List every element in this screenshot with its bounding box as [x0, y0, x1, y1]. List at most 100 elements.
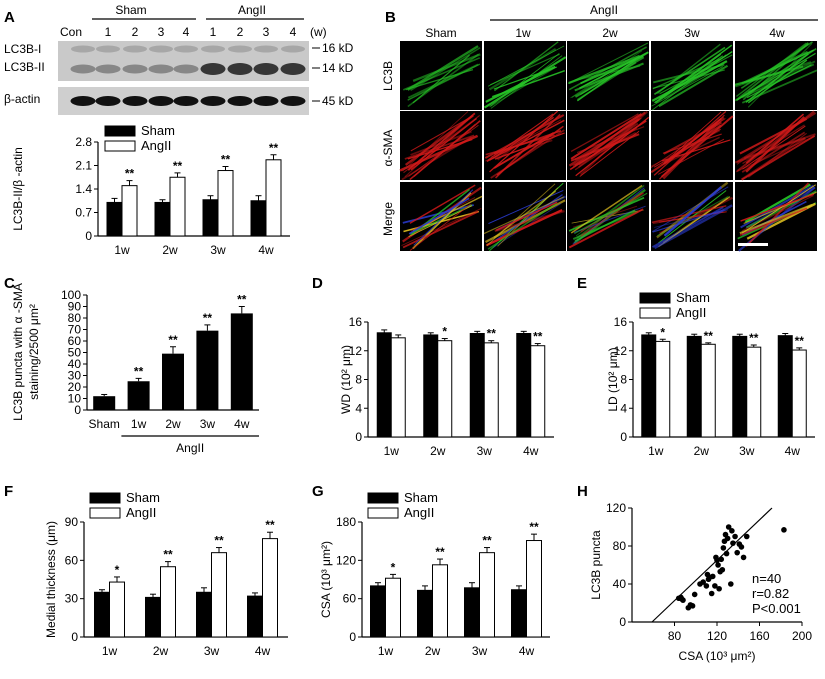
fiber-stroke: [735, 135, 815, 173]
legend-label: AngII: [676, 305, 706, 320]
stat-label: n=40: [752, 571, 781, 586]
band-lc3b-i: [149, 45, 173, 53]
fiber-stroke: [651, 186, 729, 233]
kd-45-label: 45 kD: [322, 94, 354, 108]
band-lc3b-ii: [173, 64, 199, 74]
scatter-point: [700, 579, 706, 585]
y-axis-label: LC3B puncta with α -SMA: [11, 283, 25, 421]
angii-bar: [791, 349, 807, 438]
angii-bar: [390, 337, 406, 438]
fiber-stroke: [486, 209, 563, 247]
y-axis-label: LC3B puncta: [589, 530, 603, 600]
fiber-stroke: [742, 125, 806, 170]
angii-bar: [211, 552, 227, 638]
significance-label: *: [660, 325, 665, 339]
micrograph-group-label: AngII: [590, 3, 618, 17]
y-tick-label: 60: [68, 334, 82, 348]
band-lc3b-i: [228, 45, 252, 53]
y-tick-label: 0: [349, 630, 356, 644]
panel-letter-a: A: [4, 9, 15, 26]
regression-line: [651, 507, 773, 623]
x-tick-label: 4w: [523, 444, 539, 458]
legend-swatch: [89, 507, 121, 519]
fiber-stroke: [652, 206, 724, 248]
blot-unit-label: (w): [310, 25, 327, 39]
fiber-stroke: [412, 191, 472, 250]
y-tick-label: 60: [343, 592, 357, 606]
blot-con-label: Con: [60, 25, 82, 39]
angii-bar: [109, 581, 125, 638]
fiber-stroke: [486, 119, 565, 163]
y-tick-label: 10: [68, 392, 82, 406]
western-blot: Con Sham AngII 1 2 3 4 1 2 3 4 (w) LC3B-…: [4, 3, 354, 115]
legend-swatch: [89, 492, 121, 504]
y-tick-label: 2.1: [75, 159, 92, 173]
sham-bar: [145, 596, 161, 638]
fiber-stroke: [413, 123, 476, 178]
x-tick-label: 2w: [425, 644, 441, 658]
fiber-stroke: [653, 46, 726, 96]
fiber-stroke: [736, 119, 804, 165]
y-tick-label: 40: [613, 577, 627, 591]
sham-bar: [511, 589, 527, 638]
scatter-point: [740, 554, 747, 561]
angii-bar: [655, 340, 671, 438]
y-tick-label: 70: [68, 323, 82, 337]
y-tick-label: 16: [614, 315, 628, 329]
scatter-point: [724, 535, 731, 542]
sham-bar: [732, 335, 748, 438]
angii-bar: [385, 577, 401, 638]
y-tick-label: 0: [85, 229, 92, 243]
band-lc3b-ii: [122, 64, 148, 74]
fiber-stroke: [407, 63, 479, 99]
x-tick-label: 2w: [165, 417, 181, 431]
legend-label: Sham: [404, 490, 438, 505]
fiber-stroke: [402, 111, 469, 172]
band-lc3b-ii: [70, 64, 96, 74]
sham-bar: [94, 591, 110, 638]
x-tick-label: 4w: [519, 644, 535, 658]
fiber-stroke: [487, 45, 565, 87]
sham-bar: [370, 585, 386, 638]
legend-swatch: [104, 140, 136, 152]
band-actin: [253, 96, 279, 106]
legend-label: AngII: [126, 505, 156, 520]
fiber-stroke: [656, 195, 729, 237]
y-tick-label: 8: [355, 373, 362, 387]
fiber-stroke: [663, 186, 723, 237]
x-tick-label: 3w: [210, 243, 226, 257]
fiber-stroke: [663, 117, 722, 165]
blot-lane: 3: [263, 25, 270, 39]
fiber-stroke: [662, 116, 725, 180]
fiber-stroke: [662, 133, 722, 154]
panel-letter-e: E: [577, 275, 587, 292]
fiber-stroke: [574, 192, 648, 235]
micrograph-tiles: [399, 41, 818, 252]
scatter-point: [703, 583, 710, 589]
sham-bar: [423, 334, 439, 438]
band-lc3b-i: [281, 45, 305, 53]
blot-lane: 1: [105, 25, 112, 39]
x-tick-label: 200: [792, 629, 812, 643]
band-lc3b-i: [254, 45, 278, 53]
legend-swatch: [639, 307, 671, 319]
y-tick-label: 50: [68, 346, 82, 360]
micrograph-row-lc3b: LC3B: [381, 61, 395, 91]
band-lc3b-ii: [95, 64, 121, 74]
sham-bar: [417, 589, 433, 638]
sham-bar: [777, 335, 793, 438]
kd-16-label: 16 kD: [322, 41, 354, 55]
chart-f-medial-thickness: 0 30 60 90 Medial thickness (μm) 1w * 2w ** 3w ** 4…: [44, 490, 288, 658]
y-axis-label: Medial thickness (μm): [44, 521, 58, 638]
y-tick-label: 0: [355, 430, 362, 444]
y-axis-label: LD (10² μm): [606, 347, 620, 411]
puncta-bar: [230, 313, 253, 410]
x-tick-label: 1w: [648, 444, 664, 458]
legend-label: Sham: [126, 490, 160, 505]
scatter-point: [689, 603, 696, 609]
sham-bar: [202, 199, 219, 237]
fiber-stroke: [409, 203, 472, 251]
x-tick-label: 2w: [153, 644, 169, 658]
x-tick-label: 2w: [694, 444, 710, 458]
angii-bar: [217, 170, 234, 237]
